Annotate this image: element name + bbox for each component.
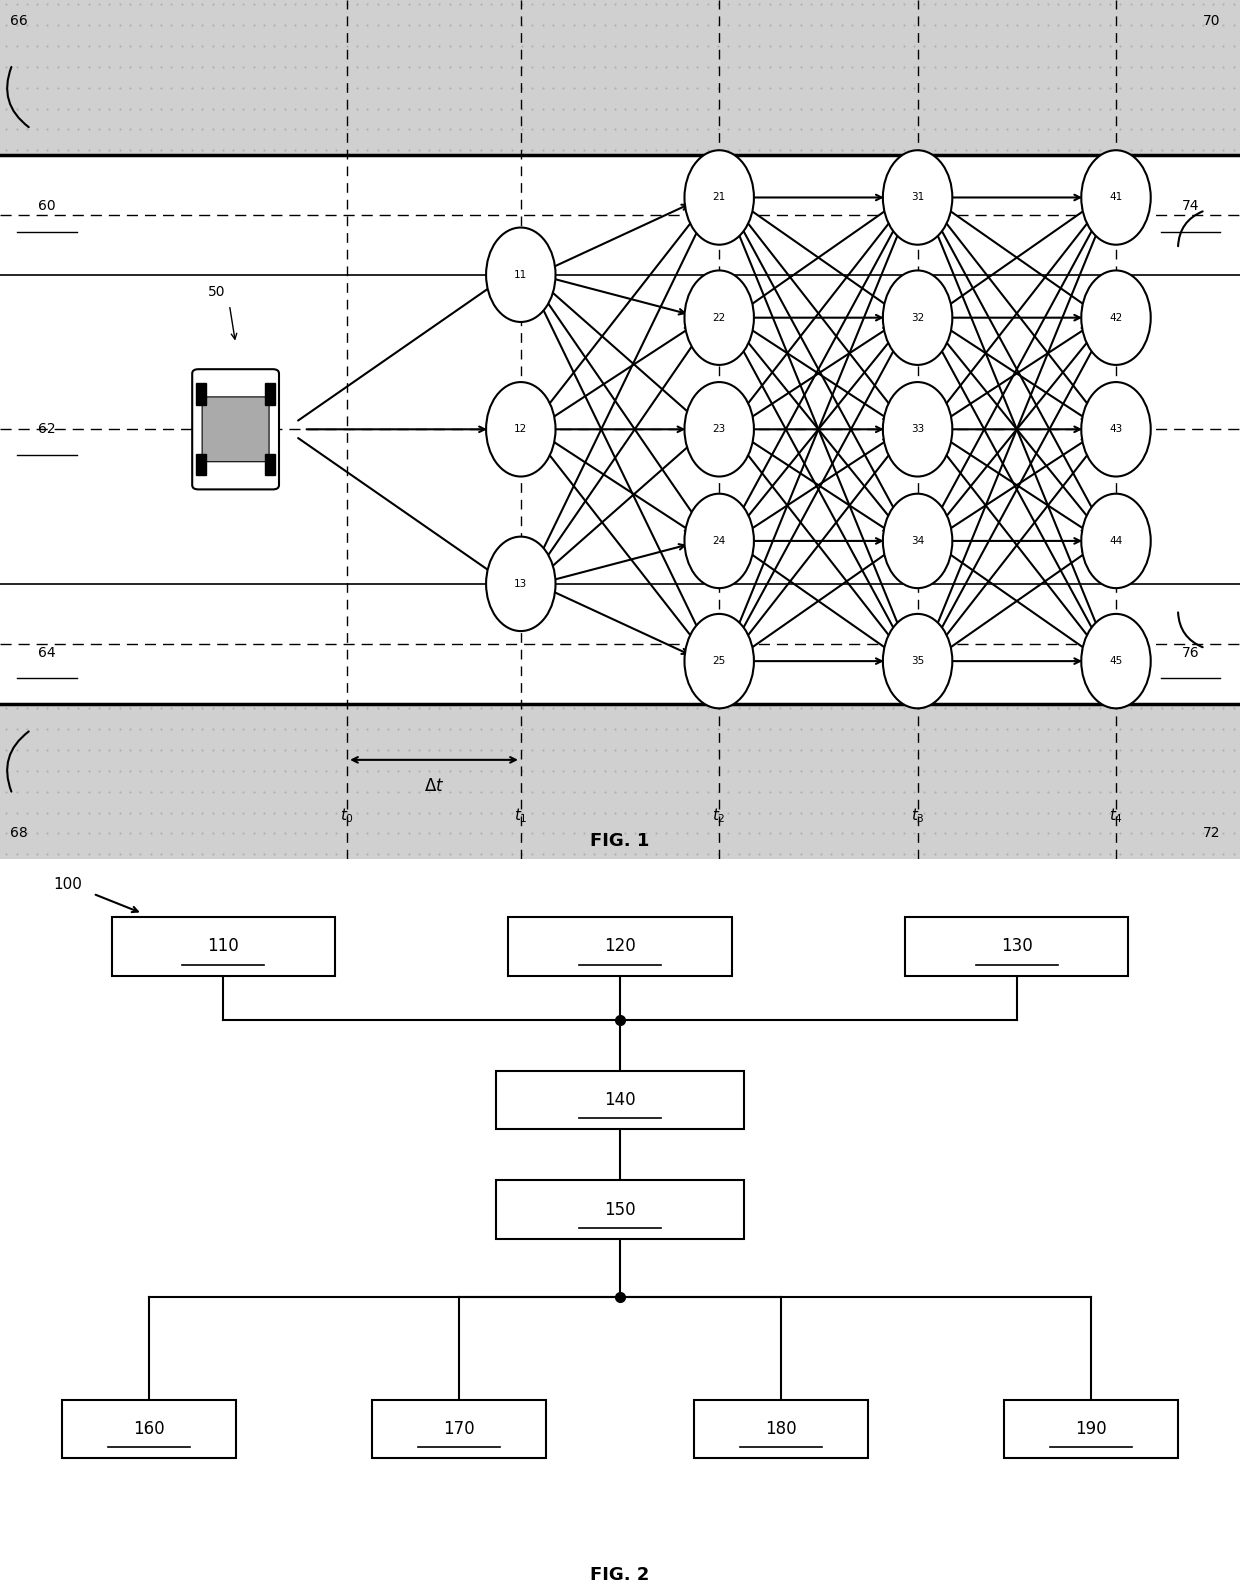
Text: 170: 170 — [443, 1420, 475, 1437]
Text: FIG. 1: FIG. 1 — [590, 832, 650, 851]
FancyBboxPatch shape — [496, 1070, 744, 1129]
Ellipse shape — [486, 227, 556, 321]
Text: 22: 22 — [713, 313, 725, 323]
FancyBboxPatch shape — [1004, 1399, 1178, 1458]
Text: 33: 33 — [911, 425, 924, 434]
Ellipse shape — [883, 151, 952, 245]
Text: 45: 45 — [1110, 657, 1122, 666]
Ellipse shape — [684, 382, 754, 477]
Text: $t_2$: $t_2$ — [712, 806, 727, 825]
Text: 35: 35 — [911, 657, 924, 666]
Text: 12: 12 — [515, 425, 527, 434]
FancyBboxPatch shape — [694, 1399, 868, 1458]
Text: 43: 43 — [1110, 425, 1122, 434]
Text: 180: 180 — [765, 1420, 797, 1437]
Ellipse shape — [1081, 382, 1151, 477]
Text: 44: 44 — [1110, 536, 1122, 545]
FancyBboxPatch shape — [112, 917, 335, 976]
Text: 100: 100 — [53, 876, 83, 892]
Bar — [0, 0, 1240, 154]
Text: $t_4$: $t_4$ — [1109, 806, 1123, 825]
Text: 31: 31 — [911, 192, 924, 202]
Text: 60: 60 — [38, 199, 56, 213]
Text: FIG. 2: FIG. 2 — [590, 1566, 650, 1584]
FancyBboxPatch shape — [62, 1399, 236, 1458]
Text: 72: 72 — [1203, 825, 1220, 840]
Ellipse shape — [684, 151, 754, 245]
Text: $\Delta t$: $\Delta t$ — [424, 776, 444, 795]
Text: 110: 110 — [207, 938, 239, 956]
Bar — [0, 154, 1240, 704]
Text: 68: 68 — [10, 825, 27, 840]
Text: 50: 50 — [208, 285, 226, 299]
Text: 42: 42 — [1110, 313, 1122, 323]
Text: 25: 25 — [713, 657, 725, 666]
Text: $t_1$: $t_1$ — [513, 806, 528, 825]
FancyBboxPatch shape — [905, 917, 1128, 976]
Text: 150: 150 — [604, 1200, 636, 1218]
Text: 11: 11 — [515, 270, 527, 280]
Text: 160: 160 — [133, 1420, 165, 1437]
FancyBboxPatch shape — [192, 369, 279, 490]
Ellipse shape — [486, 537, 556, 631]
Bar — [196, 453, 206, 475]
Ellipse shape — [684, 494, 754, 588]
Text: 62: 62 — [38, 423, 56, 436]
Text: 140: 140 — [604, 1091, 636, 1108]
Text: 41: 41 — [1110, 192, 1122, 202]
Text: 190: 190 — [1075, 1420, 1107, 1437]
Ellipse shape — [1081, 151, 1151, 245]
Text: $t_3$: $t_3$ — [910, 806, 925, 825]
Text: 74: 74 — [1182, 199, 1199, 213]
Ellipse shape — [883, 614, 952, 709]
Text: 66: 66 — [10, 14, 27, 29]
Text: 70: 70 — [1203, 14, 1220, 29]
Text: 130: 130 — [1001, 938, 1033, 956]
Ellipse shape — [486, 382, 556, 477]
Ellipse shape — [684, 270, 754, 366]
Ellipse shape — [1081, 614, 1151, 709]
Ellipse shape — [1081, 494, 1151, 588]
Text: 76: 76 — [1182, 646, 1199, 660]
Text: 32: 32 — [911, 313, 924, 323]
Bar — [196, 383, 206, 405]
Bar — [265, 383, 275, 405]
Text: 13: 13 — [515, 579, 527, 588]
FancyBboxPatch shape — [496, 1180, 744, 1239]
Ellipse shape — [883, 382, 952, 477]
Text: $t_0$: $t_0$ — [340, 806, 355, 825]
Text: 64: 64 — [38, 646, 56, 660]
Text: 23: 23 — [713, 425, 725, 434]
FancyBboxPatch shape — [508, 917, 732, 976]
Text: 21: 21 — [713, 192, 725, 202]
Text: 34: 34 — [911, 536, 924, 545]
Ellipse shape — [1081, 270, 1151, 366]
Ellipse shape — [883, 270, 952, 366]
Bar — [265, 453, 275, 475]
FancyBboxPatch shape — [202, 398, 269, 461]
Text: 24: 24 — [713, 536, 725, 545]
Ellipse shape — [883, 494, 952, 588]
Ellipse shape — [684, 614, 754, 709]
Bar — [0, 704, 1240, 859]
Text: 120: 120 — [604, 938, 636, 956]
FancyBboxPatch shape — [372, 1399, 546, 1458]
